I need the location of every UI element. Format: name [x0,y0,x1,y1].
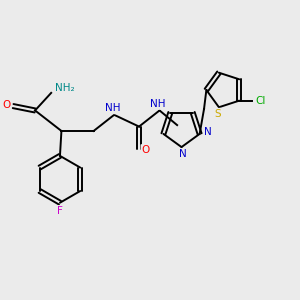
Text: N: N [179,149,187,159]
Text: S: S [214,109,221,119]
Text: Cl: Cl [255,96,266,106]
Text: O: O [141,145,150,155]
Text: O: O [2,100,11,110]
Text: NH: NH [150,99,166,109]
Text: N: N [204,128,212,137]
Text: NH: NH [105,103,120,113]
Text: NH₂: NH₂ [55,82,74,93]
Text: F: F [57,206,63,216]
